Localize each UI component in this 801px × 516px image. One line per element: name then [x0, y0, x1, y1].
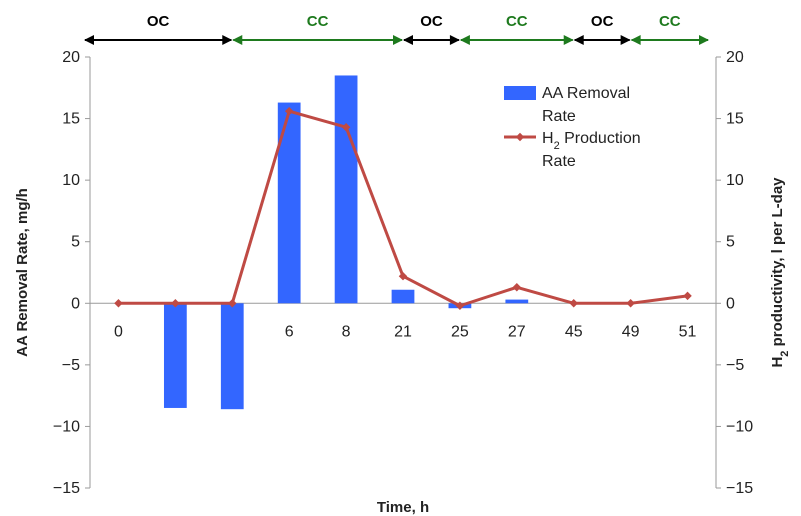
y-axis-title: AA Removal Rate, mg/h	[14, 188, 31, 357]
line-point	[114, 299, 123, 308]
x-tick-label: 6	[285, 323, 294, 340]
y-tick-label: 0	[71, 295, 80, 312]
bar	[220, 303, 244, 410]
phase-arrowhead	[393, 35, 403, 45]
phase-label: OC	[147, 13, 170, 30]
phase-label: CC	[659, 13, 681, 30]
y-tick-label: 20	[62, 49, 80, 66]
phase-arrowhead	[84, 35, 94, 45]
line-point	[626, 299, 635, 308]
legend: AA Removal Rate H2 Production Rate	[504, 85, 641, 170]
bar	[391, 289, 415, 304]
line-point	[455, 301, 465, 310]
phase-arrowhead	[403, 35, 413, 45]
y2-tick-label: −5	[726, 357, 744, 374]
axes: 20151050−5−10−1520151050−5−10−1502468212…	[14, 49, 791, 516]
legend-marker-h2-production	[515, 132, 525, 142]
line-point	[569, 299, 578, 308]
y-tick-label: 5	[71, 234, 80, 251]
phase-arrowhead	[630, 35, 641, 45]
phase-arrowhead	[222, 35, 233, 45]
phase-arrowhead	[563, 35, 574, 45]
bar	[277, 102, 301, 304]
y2-tick-label: −10	[726, 418, 753, 435]
phase-arrowhead	[232, 35, 243, 45]
y-tick-label: 10	[62, 172, 80, 189]
line-point	[284, 106, 294, 116]
phase-annotations: OC CC OC CC OC CC	[84, 13, 709, 45]
y-tick-label: 15	[62, 111, 80, 128]
bar	[163, 303, 187, 408]
phase-arrowhead	[573, 35, 584, 45]
x-tick-label: 51	[679, 323, 697, 340]
phase-label: OC	[420, 13, 443, 30]
x-tick-label: 49	[622, 323, 640, 340]
y-tick-label: −5	[62, 357, 80, 374]
bar-series	[163, 75, 529, 410]
y2-tick-label: −15	[726, 480, 753, 497]
y-tick-label: −10	[53, 418, 80, 435]
phase-arrowhead	[620, 35, 631, 45]
line-point	[683, 291, 692, 301]
legend-label-aa-removal: AA Removal Rate	[542, 85, 630, 125]
line-point	[171, 299, 180, 308]
bar	[334, 75, 358, 304]
phase-arrowhead	[459, 35, 470, 45]
y2-tick-label: 20	[726, 49, 744, 66]
x-tick-label: 25	[451, 323, 469, 340]
x-tick-label: 27	[508, 323, 526, 340]
line-point	[228, 299, 237, 308]
y-tick-label: −15	[53, 480, 80, 497]
legend-swatch-aa-removal	[504, 86, 536, 100]
line-point	[398, 271, 408, 281]
y2-tick-label: 15	[726, 111, 744, 128]
line-series	[114, 106, 692, 310]
x-tick-label: 45	[565, 323, 583, 340]
phase-arrowhead	[449, 35, 460, 45]
y2-tick-label: 5	[726, 234, 735, 251]
line-point	[341, 122, 351, 132]
y2-tick-label: 0	[726, 295, 735, 312]
y2-tick-label: 10	[726, 172, 744, 189]
phase-label: CC	[506, 13, 528, 30]
line-point	[512, 283, 522, 292]
x-tick-label: 0	[114, 323, 123, 340]
bar	[505, 299, 529, 304]
legend-label-h2-production: H2 Production Rate	[542, 130, 641, 170]
phase-arrowhead	[699, 35, 709, 45]
y2-axis-title: H2 productivity, l per L-day	[769, 177, 791, 368]
x-axis-title: Time, h	[377, 499, 429, 516]
phase-label: CC	[307, 13, 329, 30]
x-tick-label: 21	[394, 323, 412, 340]
x-tick-label: 8	[342, 323, 351, 340]
phase-label: OC	[591, 13, 614, 30]
